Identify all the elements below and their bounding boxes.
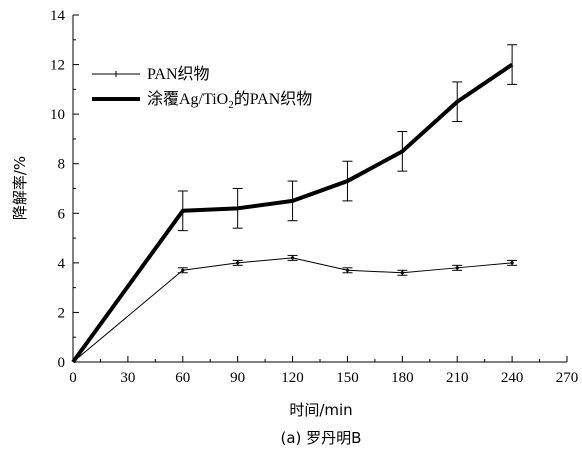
legend-label-pan: PAN织物 <box>147 65 210 83</box>
legend: PAN织物 涂覆Ag/TiO2的PAN织物 <box>92 65 312 111</box>
data-point <box>510 261 514 265</box>
data-point <box>290 256 295 260</box>
y-tick-label: 10 <box>50 107 65 123</box>
legend-label-coated-prefix: 涂覆Ag/TiO <box>147 90 228 108</box>
y-axis-label: 降解率/% <box>11 156 29 220</box>
y-tick-label: 12 <box>50 58 65 74</box>
x-tick-label: 180 <box>391 370 414 386</box>
y-tick-label: 4 <box>58 256 66 272</box>
figure-caption: (a) 罗丹明B <box>281 429 362 447</box>
legend-label-coated-sub: 2 <box>228 99 234 111</box>
series-1 <box>72 254 518 363</box>
x-tick-label: 150 <box>336 370 359 386</box>
y-tick-label: 14 <box>50 8 66 24</box>
series-1-line <box>72 257 513 363</box>
data-point <box>345 268 350 272</box>
x-axis-label: 时间/min <box>289 401 352 419</box>
x-tick-label: 210 <box>446 370 469 386</box>
x-tick-label: 30 <box>120 370 135 386</box>
data-point <box>455 266 459 270</box>
y-tick-label: 2 <box>58 305 66 321</box>
series-layer <box>71 44 518 364</box>
legend-label-coated: 涂覆Ag/TiO2的PAN织物 <box>147 90 312 111</box>
series-2-line <box>71 62 514 364</box>
y-tick-label: 6 <box>58 206 66 222</box>
x-tick-label: 0 <box>69 370 77 386</box>
x-tick-label: 270 <box>556 370 579 386</box>
data-point <box>400 271 404 275</box>
y-tick-label: 0 <box>58 355 66 371</box>
y-tick-label: 8 <box>58 157 66 173</box>
x-tick-label: 60 <box>175 370 190 386</box>
data-point <box>181 268 185 272</box>
x-tick-label: 120 <box>281 370 304 386</box>
axes: 0 30 60 90 120 150 180 210 240 270 0 2 4 6 8 10 12 14 <box>50 8 578 386</box>
legend-label-coated-suffix: 的PAN织物 <box>234 90 313 108</box>
x-tick-label: 240 <box>501 370 524 386</box>
series-2 <box>71 44 518 364</box>
x-tick-label: 90 <box>230 370 245 386</box>
data-point <box>236 261 240 265</box>
